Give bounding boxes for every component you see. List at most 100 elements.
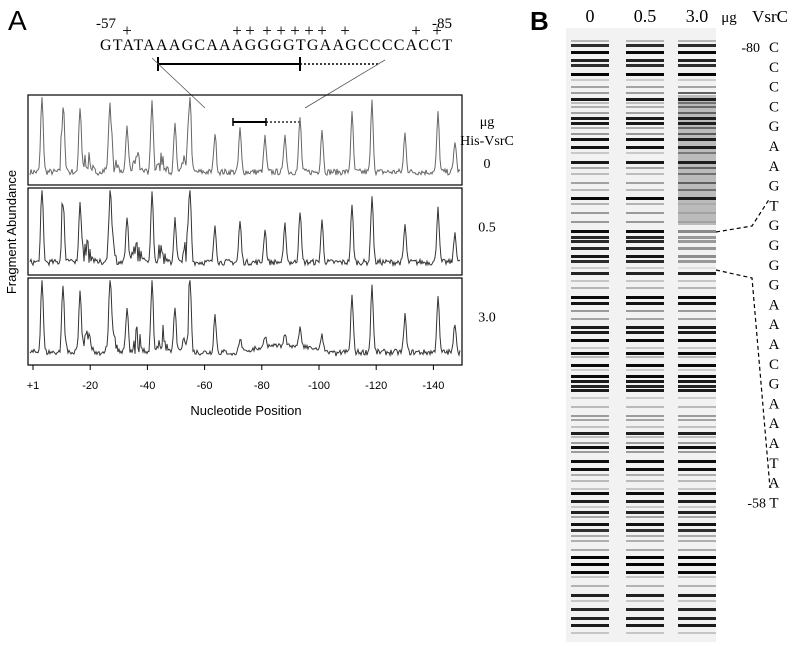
gel-band [626,511,664,514]
base: C [769,99,779,115]
gel-band [678,617,716,620]
gel-band [678,406,716,408]
gel-band [571,576,609,578]
gel-band [626,98,664,101]
gel-band [626,419,664,421]
gel-band [571,296,609,299]
gel-band [678,326,716,329]
gel-band [678,260,716,263]
gel-band [678,523,716,526]
gel-band [571,406,609,408]
gel-band [571,51,609,54]
gel-band [678,529,716,532]
gel-band [678,549,716,551]
gel-band [678,102,716,104]
gel-band [571,167,609,169]
base: T [769,456,778,472]
gel-band [678,419,716,421]
gel-band [678,230,716,233]
gel-band [678,40,716,42]
gel-band [626,535,664,537]
gel-band [626,347,664,349]
gel-band [571,260,609,263]
gel-band [678,302,716,305]
gel-band [571,529,609,532]
gel-band [626,563,664,566]
gel-band [571,173,609,175]
gel-band [571,318,609,320]
gel-band [571,64,609,67]
gel-band [626,446,664,449]
base: A [769,317,780,333]
gel-band [626,380,664,383]
gel-band [626,516,664,518]
gel-band [571,385,609,388]
gel-band [626,474,664,476]
plus-mark: + [317,21,327,40]
gel-band [571,326,609,329]
gel-band [678,594,716,597]
gel-band [626,240,664,243]
unit-label: μg [721,10,737,26]
gel-band [626,161,664,164]
x-tick-label: -140 [422,380,444,392]
gel-band [678,488,716,490]
position-label: -58 [747,496,766,511]
gel-band [571,44,609,47]
gel-band [678,79,716,81]
gel-band [678,59,716,62]
gel-band [626,102,664,104]
gel-band [626,203,664,205]
gel-band [626,73,664,76]
gel-band [626,540,664,542]
gel-band [571,247,609,250]
gel-band [626,331,664,334]
gel-band [571,397,609,399]
trace [29,280,461,358]
gel-band [571,240,609,243]
base: C [769,60,779,76]
gel-band [626,51,664,54]
gel-band [626,272,664,275]
gel-band [678,236,716,239]
gel-band [571,73,609,76]
gel-band [626,310,664,312]
gel-band [626,92,664,94]
gel-band [678,506,716,508]
gel-smear [678,95,716,225]
gel-band [678,272,716,275]
gel-band [678,600,716,602]
gel-band [626,182,664,184]
gel-band [678,221,716,223]
gel-band [571,182,609,184]
gel-band [626,576,664,578]
gel-band [678,117,716,120]
gel-band [678,212,716,214]
base: A [769,416,780,432]
gel-band [571,549,609,551]
gel-band [626,112,664,114]
gel-band [626,594,664,597]
gel-band [678,73,716,76]
gel-band [626,44,664,47]
gel-band [626,230,664,233]
gel-band [626,296,664,299]
gel-band [571,310,609,312]
base: T [769,495,778,511]
gel-band [626,397,664,399]
gel-band [626,451,664,453]
gel-band [678,287,716,289]
plus-mark: + [245,21,255,40]
gel-band [678,451,716,453]
gel-band [571,255,609,258]
protein-label: His-VsrC [460,134,514,149]
gel-band [678,133,716,135]
gel-band [571,415,609,417]
dose-label: 0.5 [478,221,496,236]
gel-band [571,122,609,125]
base: A [769,476,780,492]
gel-band [678,352,716,355]
gel-band [678,189,716,191]
position-label: -85 [432,16,452,32]
